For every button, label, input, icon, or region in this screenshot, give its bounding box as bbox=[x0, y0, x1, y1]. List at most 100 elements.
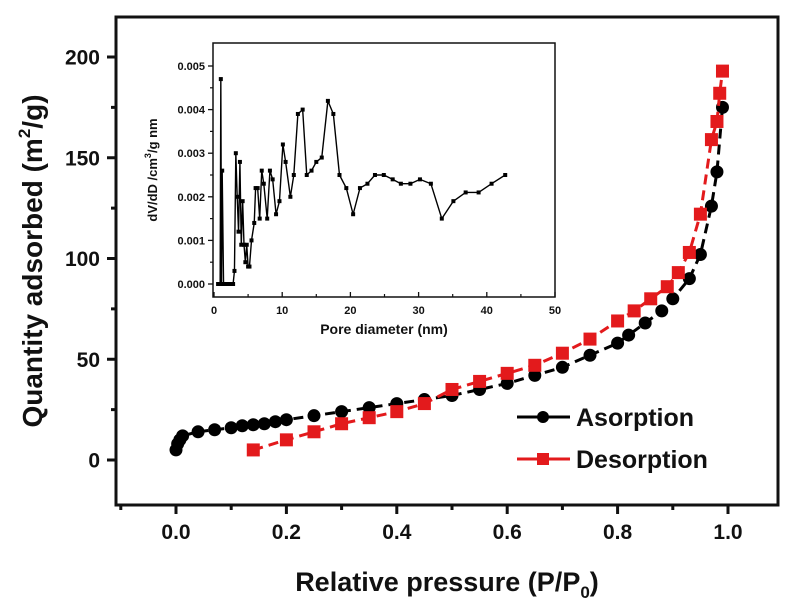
inset-point-pore-size-distribution bbox=[247, 264, 252, 269]
inset-point-pore-size-distribution bbox=[288, 194, 293, 199]
main-x-tick-label: 0.8 bbox=[603, 521, 633, 544]
inset-x-axis: 0 10 20 30 40 50 bbox=[211, 292, 561, 317]
main-point-desorption bbox=[682, 245, 696, 259]
main-point-desorption bbox=[279, 433, 293, 447]
inset-point-pore-size-distribution bbox=[244, 242, 249, 247]
inset-point-pore-size-distribution bbox=[220, 168, 225, 173]
inset-point-pore-size-distribution bbox=[304, 173, 309, 177]
inset-y-axis: 0.000 0.001 0.002 0.003 0.004 0.005 bbox=[177, 61, 213, 291]
main-point-desorption bbox=[473, 374, 487, 388]
main-series-desorption bbox=[246, 64, 729, 457]
inset-point-pore-size-distribution bbox=[372, 173, 377, 177]
inset-point-pore-size-distribution bbox=[357, 186, 362, 191]
inset-point-pore-size-distribution bbox=[428, 181, 433, 186]
main-point-asorption bbox=[176, 429, 190, 443]
main-y-axis: 0 50 100 150 200 bbox=[65, 47, 116, 473]
main-point-asorption bbox=[208, 423, 222, 437]
inset-x-tick-label: 40 bbox=[481, 305, 493, 317]
inset-series-pore-size-distribution bbox=[216, 77, 508, 286]
main-point-asorption bbox=[693, 247, 707, 261]
main-y-tick-label: 0 bbox=[88, 450, 100, 473]
inset-point-pore-size-distribution bbox=[463, 190, 468, 195]
main-point-desorption bbox=[362, 411, 376, 425]
inset-point-pore-size-distribution bbox=[267, 168, 272, 173]
inset-point-pore-size-distribution bbox=[489, 181, 494, 186]
main-point-desorption bbox=[307, 425, 321, 439]
main-point-desorption bbox=[713, 86, 727, 100]
inset-point-pore-size-distribution bbox=[295, 111, 300, 116]
main-point-desorption bbox=[583, 332, 597, 346]
legend: Asorption Desorption bbox=[517, 404, 708, 474]
main-point-asorption bbox=[268, 415, 282, 429]
main-x-tick-label: 0.6 bbox=[493, 521, 522, 544]
main-point-asorption bbox=[246, 418, 260, 432]
main-point-desorption bbox=[627, 304, 641, 318]
main-point-asorption bbox=[666, 292, 680, 306]
main-x-axis: 0.0 0.2 0.4 0.6 0.8 1.0 bbox=[119, 505, 743, 544]
main-point-desorption bbox=[445, 382, 459, 396]
inset-point-pore-size-distribution bbox=[259, 168, 264, 173]
inset-point-pore-size-distribution bbox=[283, 159, 288, 164]
inset-point-pore-size-distribution bbox=[291, 173, 296, 177]
inset-point-pore-size-distribution bbox=[242, 242, 247, 247]
main-y-tick-label: 150 bbox=[65, 147, 100, 170]
inset-point-pore-size-distribution bbox=[249, 238, 254, 243]
main-point-desorption bbox=[555, 346, 569, 360]
inset-point-pore-size-distribution bbox=[277, 199, 282, 204]
main-x-tick-label: 0.0 bbox=[161, 521, 190, 544]
main-x-tick-label: 0.4 bbox=[382, 521, 412, 544]
inset-point-pore-size-distribution bbox=[255, 186, 260, 191]
inset-point-pore-size-distribution bbox=[232, 268, 237, 273]
main-point-desorption bbox=[390, 405, 404, 419]
inset-point-pore-size-distribution bbox=[236, 229, 241, 234]
inset-point-pore-size-distribution bbox=[280, 142, 285, 147]
main-point-asorption bbox=[235, 419, 249, 433]
inset-point-pore-size-distribution bbox=[408, 181, 413, 186]
main-point-desorption bbox=[417, 397, 431, 411]
main-point-asorption bbox=[682, 272, 696, 286]
main-point-asorption bbox=[528, 368, 542, 382]
main-y-tick-label: 50 bbox=[77, 349, 100, 372]
inset-point-pore-size-distribution bbox=[233, 151, 238, 156]
inset-y-tick-label: 0.001 bbox=[177, 235, 205, 247]
inset-point-pore-size-distribution bbox=[417, 177, 422, 182]
main-point-desorption bbox=[671, 266, 685, 280]
inset-point-pore-size-distribution bbox=[243, 260, 248, 265]
inset-point-pore-size-distribution bbox=[235, 194, 240, 199]
inset-x-tick-label: 50 bbox=[549, 305, 561, 317]
main-point-desorption bbox=[246, 443, 260, 457]
legend-marker-desorption bbox=[537, 453, 549, 465]
main-point-desorption bbox=[500, 366, 514, 380]
inset-point-pore-size-distribution bbox=[253, 186, 258, 191]
inset-point-pore-size-distribution bbox=[216, 282, 221, 286]
inset-point-pore-size-distribution bbox=[270, 177, 275, 182]
main-point-asorption bbox=[710, 165, 724, 179]
inset-point-pore-size-distribution bbox=[319, 155, 324, 160]
main-point-asorption bbox=[704, 199, 718, 213]
main-point-asorption bbox=[257, 417, 271, 431]
inset-point-pore-size-distribution bbox=[309, 168, 314, 173]
inset-point-pore-size-distribution bbox=[365, 181, 370, 186]
main-x-tick-label: 0.2 bbox=[272, 521, 301, 544]
main-point-asorption bbox=[191, 425, 205, 439]
inset-x-tick-label: 20 bbox=[344, 305, 356, 317]
main-point-desorption bbox=[715, 64, 729, 78]
main-point-desorption bbox=[644, 292, 658, 306]
legend-label-asorption: Asorption bbox=[576, 404, 694, 432]
inset-x-tick-label: 10 bbox=[276, 305, 288, 317]
main-y-tick-label: 100 bbox=[65, 248, 100, 271]
main-point-asorption bbox=[335, 405, 349, 419]
main-plot-frame bbox=[114, 15, 780, 507]
main-y-tick-label: 200 bbox=[65, 47, 100, 70]
main-point-desorption bbox=[611, 314, 625, 328]
inset-point-pore-size-distribution bbox=[237, 159, 242, 164]
inset-point-pore-size-distribution bbox=[439, 216, 444, 221]
main-point-desorption bbox=[660, 280, 674, 294]
inset-y-tick-label: 0.003 bbox=[177, 148, 205, 160]
main-point-asorption bbox=[500, 376, 514, 390]
inset-y-tick-label: 0.005 bbox=[177, 61, 205, 73]
main-point-desorption bbox=[335, 417, 349, 431]
legend-item-desorption: Desorption bbox=[517, 446, 708, 474]
main-point-asorption bbox=[555, 360, 569, 374]
